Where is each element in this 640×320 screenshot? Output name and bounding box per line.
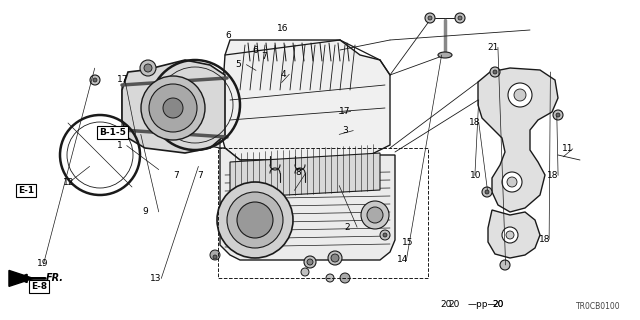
Text: 6: 6 xyxy=(225,31,231,40)
Circle shape xyxy=(301,268,309,276)
Circle shape xyxy=(340,273,350,283)
Text: 15: 15 xyxy=(402,238,413,247)
Text: 20: 20 xyxy=(493,300,504,309)
Circle shape xyxy=(210,250,220,260)
Text: TR0CB0100: TR0CB0100 xyxy=(576,302,621,311)
Text: E-8: E-8 xyxy=(31,282,47,291)
Polygon shape xyxy=(9,270,33,286)
Circle shape xyxy=(331,254,339,262)
Text: 14: 14 xyxy=(397,255,408,264)
Circle shape xyxy=(458,16,462,20)
Ellipse shape xyxy=(438,52,452,58)
Circle shape xyxy=(507,177,517,187)
Text: 13: 13 xyxy=(150,274,162,283)
Circle shape xyxy=(383,233,387,237)
Polygon shape xyxy=(122,78,220,148)
Circle shape xyxy=(380,230,390,240)
Text: 20: 20 xyxy=(440,300,452,309)
Text: 20: 20 xyxy=(448,300,460,309)
Circle shape xyxy=(482,187,492,197)
Circle shape xyxy=(326,274,334,282)
Text: 8: 8 xyxy=(296,168,301,177)
Text: 20: 20 xyxy=(493,300,504,309)
Text: 7: 7 xyxy=(173,171,179,180)
Circle shape xyxy=(307,259,313,265)
Text: 9: 9 xyxy=(142,207,148,216)
Text: 11: 11 xyxy=(562,144,573,153)
Circle shape xyxy=(556,113,560,117)
Text: 6: 6 xyxy=(253,46,259,55)
Polygon shape xyxy=(230,153,380,198)
Text: B-1-5: B-1-5 xyxy=(99,128,126,137)
Circle shape xyxy=(227,192,283,248)
Text: 7: 7 xyxy=(197,171,203,180)
Circle shape xyxy=(361,201,389,229)
Text: 10: 10 xyxy=(470,171,482,180)
Circle shape xyxy=(506,231,514,239)
Circle shape xyxy=(304,256,316,268)
Circle shape xyxy=(328,251,342,265)
Circle shape xyxy=(500,260,510,270)
Circle shape xyxy=(485,190,489,194)
Text: 18: 18 xyxy=(468,118,480,127)
Text: 4: 4 xyxy=(280,70,286,79)
Circle shape xyxy=(508,83,532,107)
Circle shape xyxy=(93,78,97,82)
Text: 17: 17 xyxy=(116,75,128,84)
Text: 2: 2 xyxy=(344,223,350,232)
Text: —pp—: —pp— xyxy=(467,300,497,309)
Text: 3: 3 xyxy=(342,126,348,135)
Circle shape xyxy=(553,110,563,120)
Circle shape xyxy=(90,75,100,85)
Text: E-1: E-1 xyxy=(18,186,34,195)
Circle shape xyxy=(141,76,205,140)
Text: 7: 7 xyxy=(261,52,267,61)
Circle shape xyxy=(502,227,518,243)
Polygon shape xyxy=(488,210,540,258)
Polygon shape xyxy=(122,60,225,153)
Circle shape xyxy=(493,70,497,74)
Text: 16: 16 xyxy=(276,24,288,33)
Text: 1: 1 xyxy=(116,141,122,150)
Circle shape xyxy=(163,98,183,118)
Circle shape xyxy=(514,89,526,101)
Circle shape xyxy=(367,207,383,223)
Polygon shape xyxy=(220,148,395,260)
Bar xyxy=(218,148,428,278)
Text: 12: 12 xyxy=(63,178,74,187)
Circle shape xyxy=(237,202,273,238)
Circle shape xyxy=(425,13,435,23)
Circle shape xyxy=(217,182,293,258)
Text: 18: 18 xyxy=(547,171,559,180)
Text: 21: 21 xyxy=(488,43,499,52)
Circle shape xyxy=(490,67,500,77)
Circle shape xyxy=(502,172,522,192)
Circle shape xyxy=(428,16,432,20)
Circle shape xyxy=(144,64,152,72)
Text: FR.: FR. xyxy=(46,273,64,284)
Circle shape xyxy=(213,255,217,259)
Circle shape xyxy=(149,84,197,132)
Circle shape xyxy=(140,60,156,76)
Text: 17: 17 xyxy=(339,107,351,116)
Text: 18: 18 xyxy=(539,235,550,244)
Circle shape xyxy=(455,13,465,23)
Text: 19: 19 xyxy=(37,260,49,268)
Polygon shape xyxy=(220,40,390,160)
Polygon shape xyxy=(478,68,558,212)
Text: 5: 5 xyxy=(236,60,241,69)
